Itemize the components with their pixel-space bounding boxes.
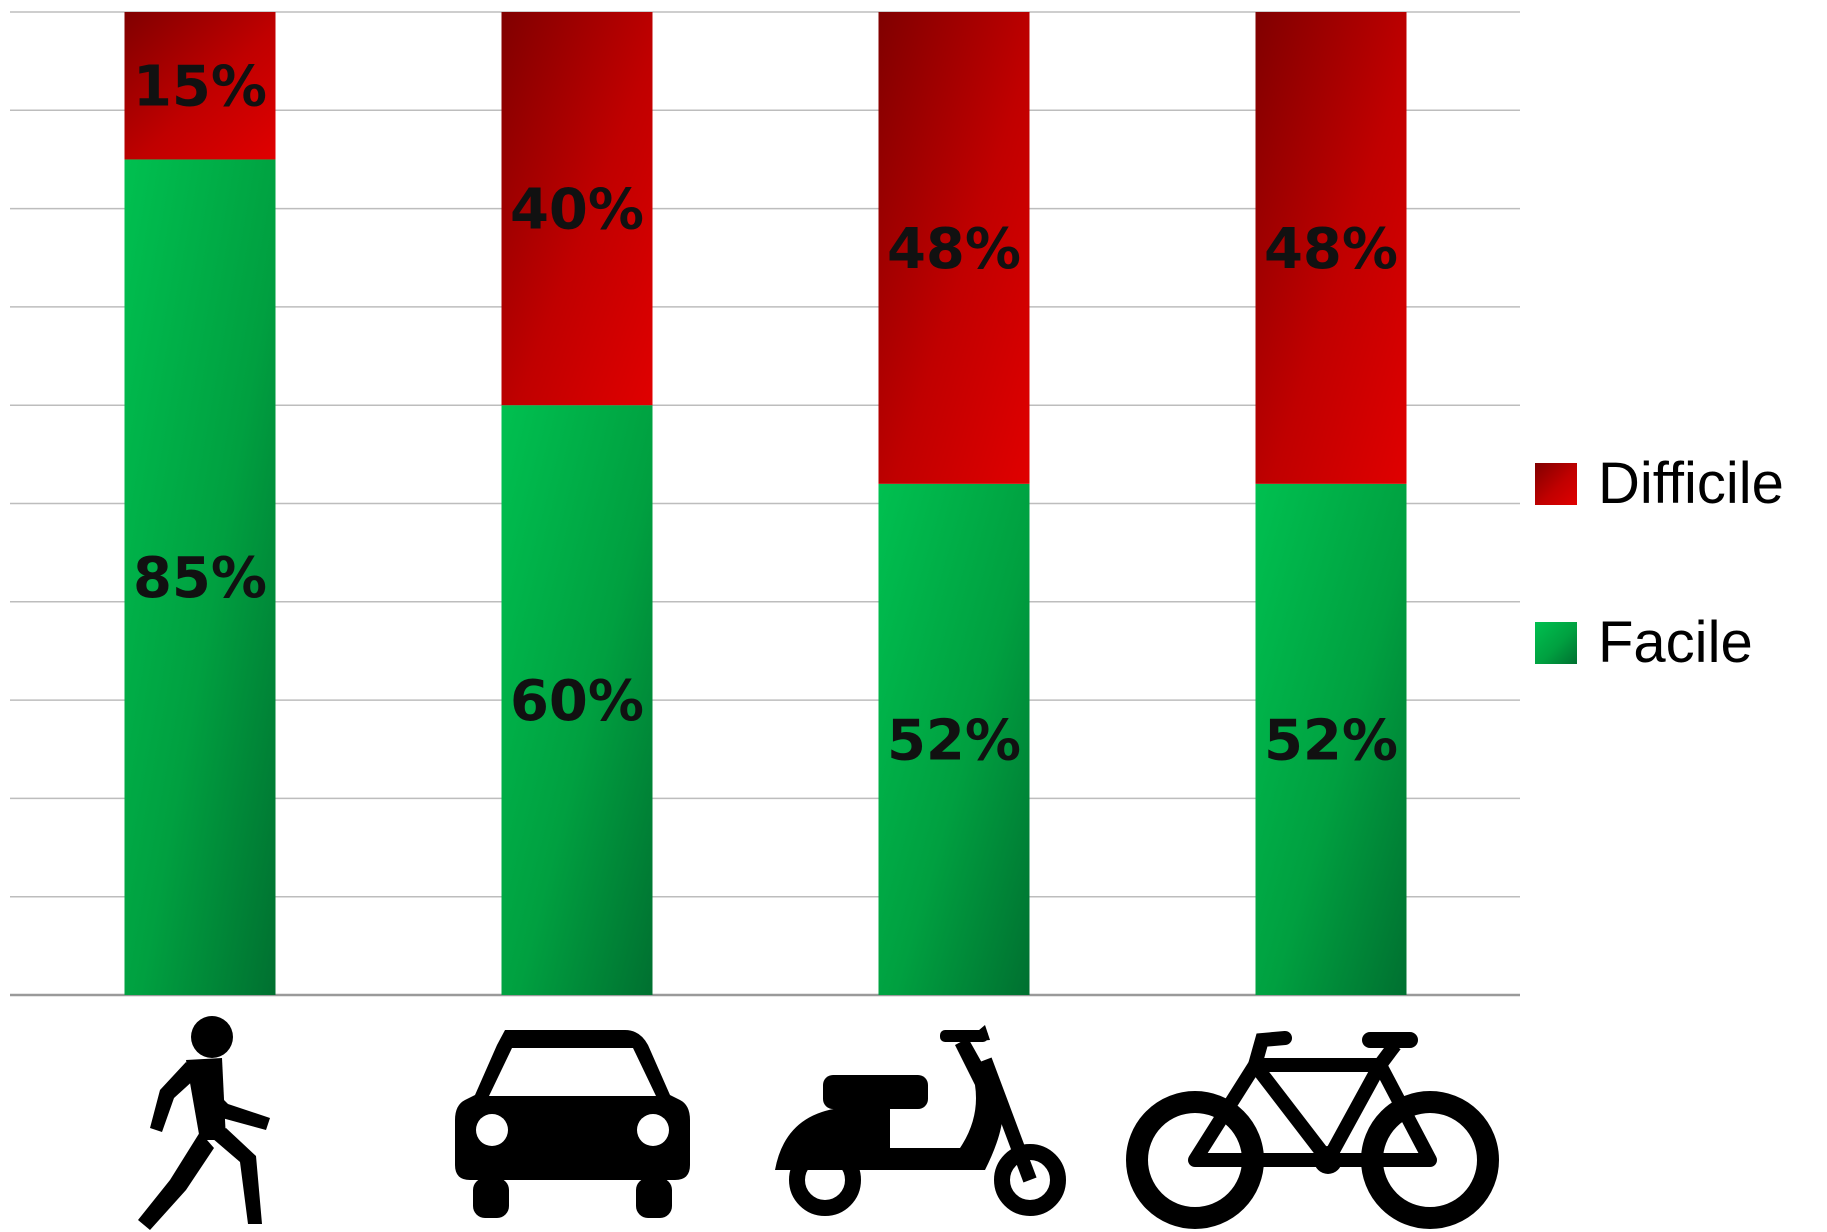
legend-label-facile: Facile	[1598, 610, 1753, 675]
bar-difficile-walking	[124, 12, 276, 160]
data-label-difficile-walking: 15%	[133, 55, 267, 120]
data-label-facile-bicycle: 52%	[1264, 708, 1398, 773]
data-label-difficile-car: 40%	[510, 178, 644, 243]
bar-facile-car	[501, 405, 653, 995]
legend-item-facile: Facile	[1535, 610, 1753, 675]
bicycle-icon	[1126, 1031, 1499, 1229]
bar-difficile-bicycle	[1255, 12, 1407, 484]
bar-facile-scooter	[878, 483, 1030, 995]
bar-difficile-car	[501, 12, 653, 406]
legend-item-difficile: Difficile	[1535, 451, 1784, 516]
data-label-facile-walking: 85%	[133, 546, 267, 611]
car-icon	[455, 1030, 690, 1218]
legend-label-difficile: Difficile	[1598, 451, 1784, 516]
legend: Difficile Facile	[1535, 451, 1784, 675]
bars	[124, 12, 1407, 995]
bar-facile-walking	[124, 159, 276, 995]
data-label-facile-car: 60%	[510, 669, 644, 734]
legend-swatch-facile	[1535, 622, 1577, 664]
legend-swatch-difficile	[1535, 463, 1577, 505]
data-label-facile-scooter: 52%	[887, 708, 1021, 773]
bar-facile-bicycle	[1255, 483, 1407, 995]
data-labels: 85% 15% 60% 40% 52% 48% 52% 48%	[133, 55, 1398, 774]
data-label-difficile-bicycle: 48%	[1264, 217, 1398, 282]
scooter-icon	[775, 1025, 1066, 1216]
walking-person-icon	[138, 1016, 270, 1230]
data-label-difficile-scooter: 48%	[887, 217, 1021, 282]
bar-difficile-scooter	[878, 12, 1030, 484]
